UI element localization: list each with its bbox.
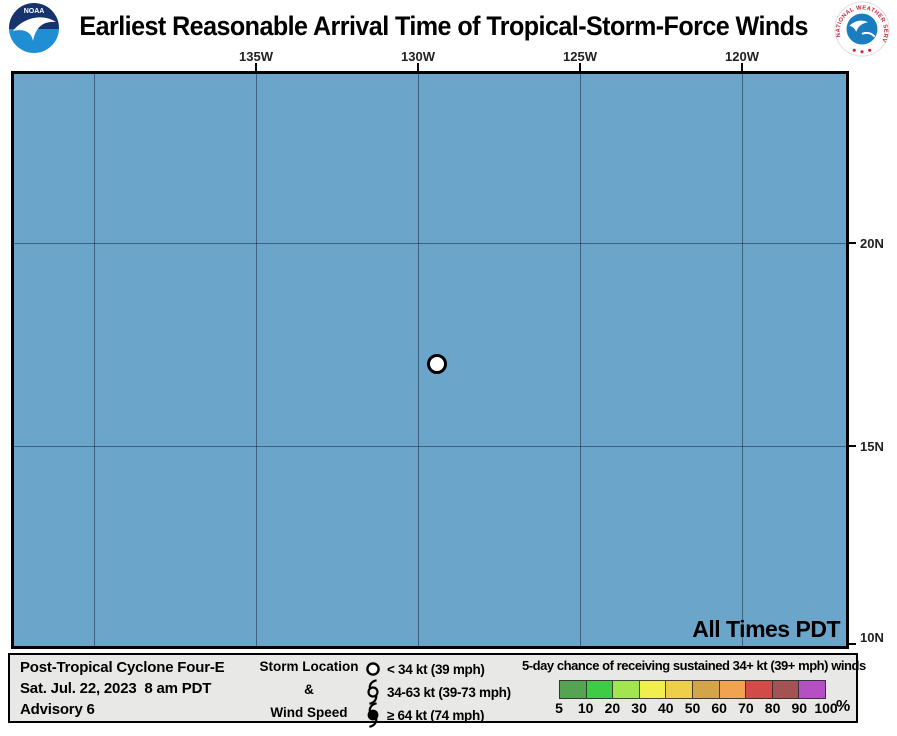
colorbar-tick-label: 40	[658, 700, 674, 716]
page-title: Earliest Reasonable Arrival Time of Trop…	[79, 10, 809, 41]
legend-row-hurricane: ≥ 64 kt (74 mph)	[364, 702, 485, 728]
lat-tick	[849, 643, 856, 645]
lon-label-120w: 120W	[725, 49, 759, 64]
colorbar-tick-label: 5	[555, 700, 563, 716]
hurricane-icon	[367, 702, 379, 728]
colorbar-segment	[612, 680, 640, 699]
gridline-15n	[14, 446, 846, 447]
colorbar-tick-label: 10	[577, 700, 594, 716]
storm-position-marker	[427, 354, 447, 374]
colorbar-tick-label: 60	[711, 700, 727, 716]
colorbar-segment	[718, 680, 747, 699]
lat-label-20n: 20N	[860, 236, 884, 251]
colorbar-segment	[771, 680, 800, 699]
gridline-125w	[580, 74, 581, 646]
nws-logo-icon: NATIONAL WEATHER SERVICE	[831, 1, 890, 57]
probability-legend-title: 5-day chance of receiving sustained 34+ …	[522, 658, 866, 673]
symbol-legend-label-1: Storm Location	[259, 659, 359, 674]
legend-row-label: < 34 kt (39 mph)	[387, 661, 485, 677]
lon-tick	[417, 63, 419, 71]
colorbar-segment	[798, 680, 826, 699]
tropical-storm-icon	[367, 679, 379, 705]
gridline-140w	[94, 74, 95, 646]
percent-sign: %	[836, 698, 851, 715]
colorbar-tick-label: 70	[738, 700, 754, 716]
legend-bar: Post-Tropical Cyclone Four-E Sat. Jul. 2…	[8, 653, 866, 728]
colorbar-segment	[665, 680, 693, 699]
lon-label-125w: 125W	[563, 49, 597, 64]
colorbar-tick-label: 50	[684, 700, 701, 716]
legend-row-depression: < 34 kt (39 mph)	[364, 657, 485, 681]
symbol-legend-label-2: &	[304, 682, 314, 697]
lat-label-15n: 15N	[860, 439, 884, 454]
ocean-map: All Times PDT	[11, 71, 849, 649]
lon-label-130w: 130W	[401, 49, 435, 64]
times-note: All Times PDT	[692, 616, 840, 642]
colorbar-segment	[559, 680, 587, 699]
svg-text:NOAA: NOAA	[24, 8, 45, 15]
legend-row-label: ≥ 64 kt (74 mph)	[387, 707, 485, 723]
gridline-120w	[742, 74, 743, 646]
legend-row-storm: 34-63 kt (39-73 mph)	[364, 679, 511, 705]
symbol-legend-label-3: Wind Speed	[270, 705, 348, 720]
gridline-130w	[418, 74, 419, 646]
colorbar-tick-label: 90	[791, 700, 808, 716]
colorbar-segment	[585, 680, 614, 699]
lon-tick	[255, 63, 257, 71]
noaa-logo-icon: NOAA	[9, 3, 59, 53]
lon-label-135w: 135W	[239, 49, 273, 64]
open-circle-icon	[366, 662, 380, 676]
colorbar-tick-label: 100	[814, 700, 838, 716]
gridline-20n	[14, 243, 846, 244]
lon-tick	[741, 63, 743, 71]
colorbar-tick-label: 80	[764, 700, 781, 716]
colorbar-segment	[745, 680, 773, 699]
lat-tick	[849, 445, 856, 447]
probability-colorbar	[559, 680, 826, 699]
gridline-135w	[256, 74, 257, 646]
storm-name: Post-Tropical Cyclone Four-E	[20, 659, 225, 676]
advisory-number: Advisory 6	[20, 701, 95, 718]
colorbar-segment	[638, 680, 667, 699]
lat-tick	[849, 242, 856, 244]
colorbar-segment	[691, 680, 720, 699]
colorbar-tick-label: 30	[631, 700, 647, 716]
lon-tick	[579, 63, 581, 71]
lat-label-10n: 10N	[860, 630, 884, 645]
legend-row-label: 34-63 kt (39-73 mph)	[387, 684, 511, 700]
advisory-datetime: Sat. Jul. 22, 2023 8 am PDT	[20, 680, 212, 697]
colorbar-tick-label: 20	[604, 700, 621, 716]
storm-info: Post-Tropical Cyclone Four-E Sat. Jul. 2…	[20, 657, 225, 720]
